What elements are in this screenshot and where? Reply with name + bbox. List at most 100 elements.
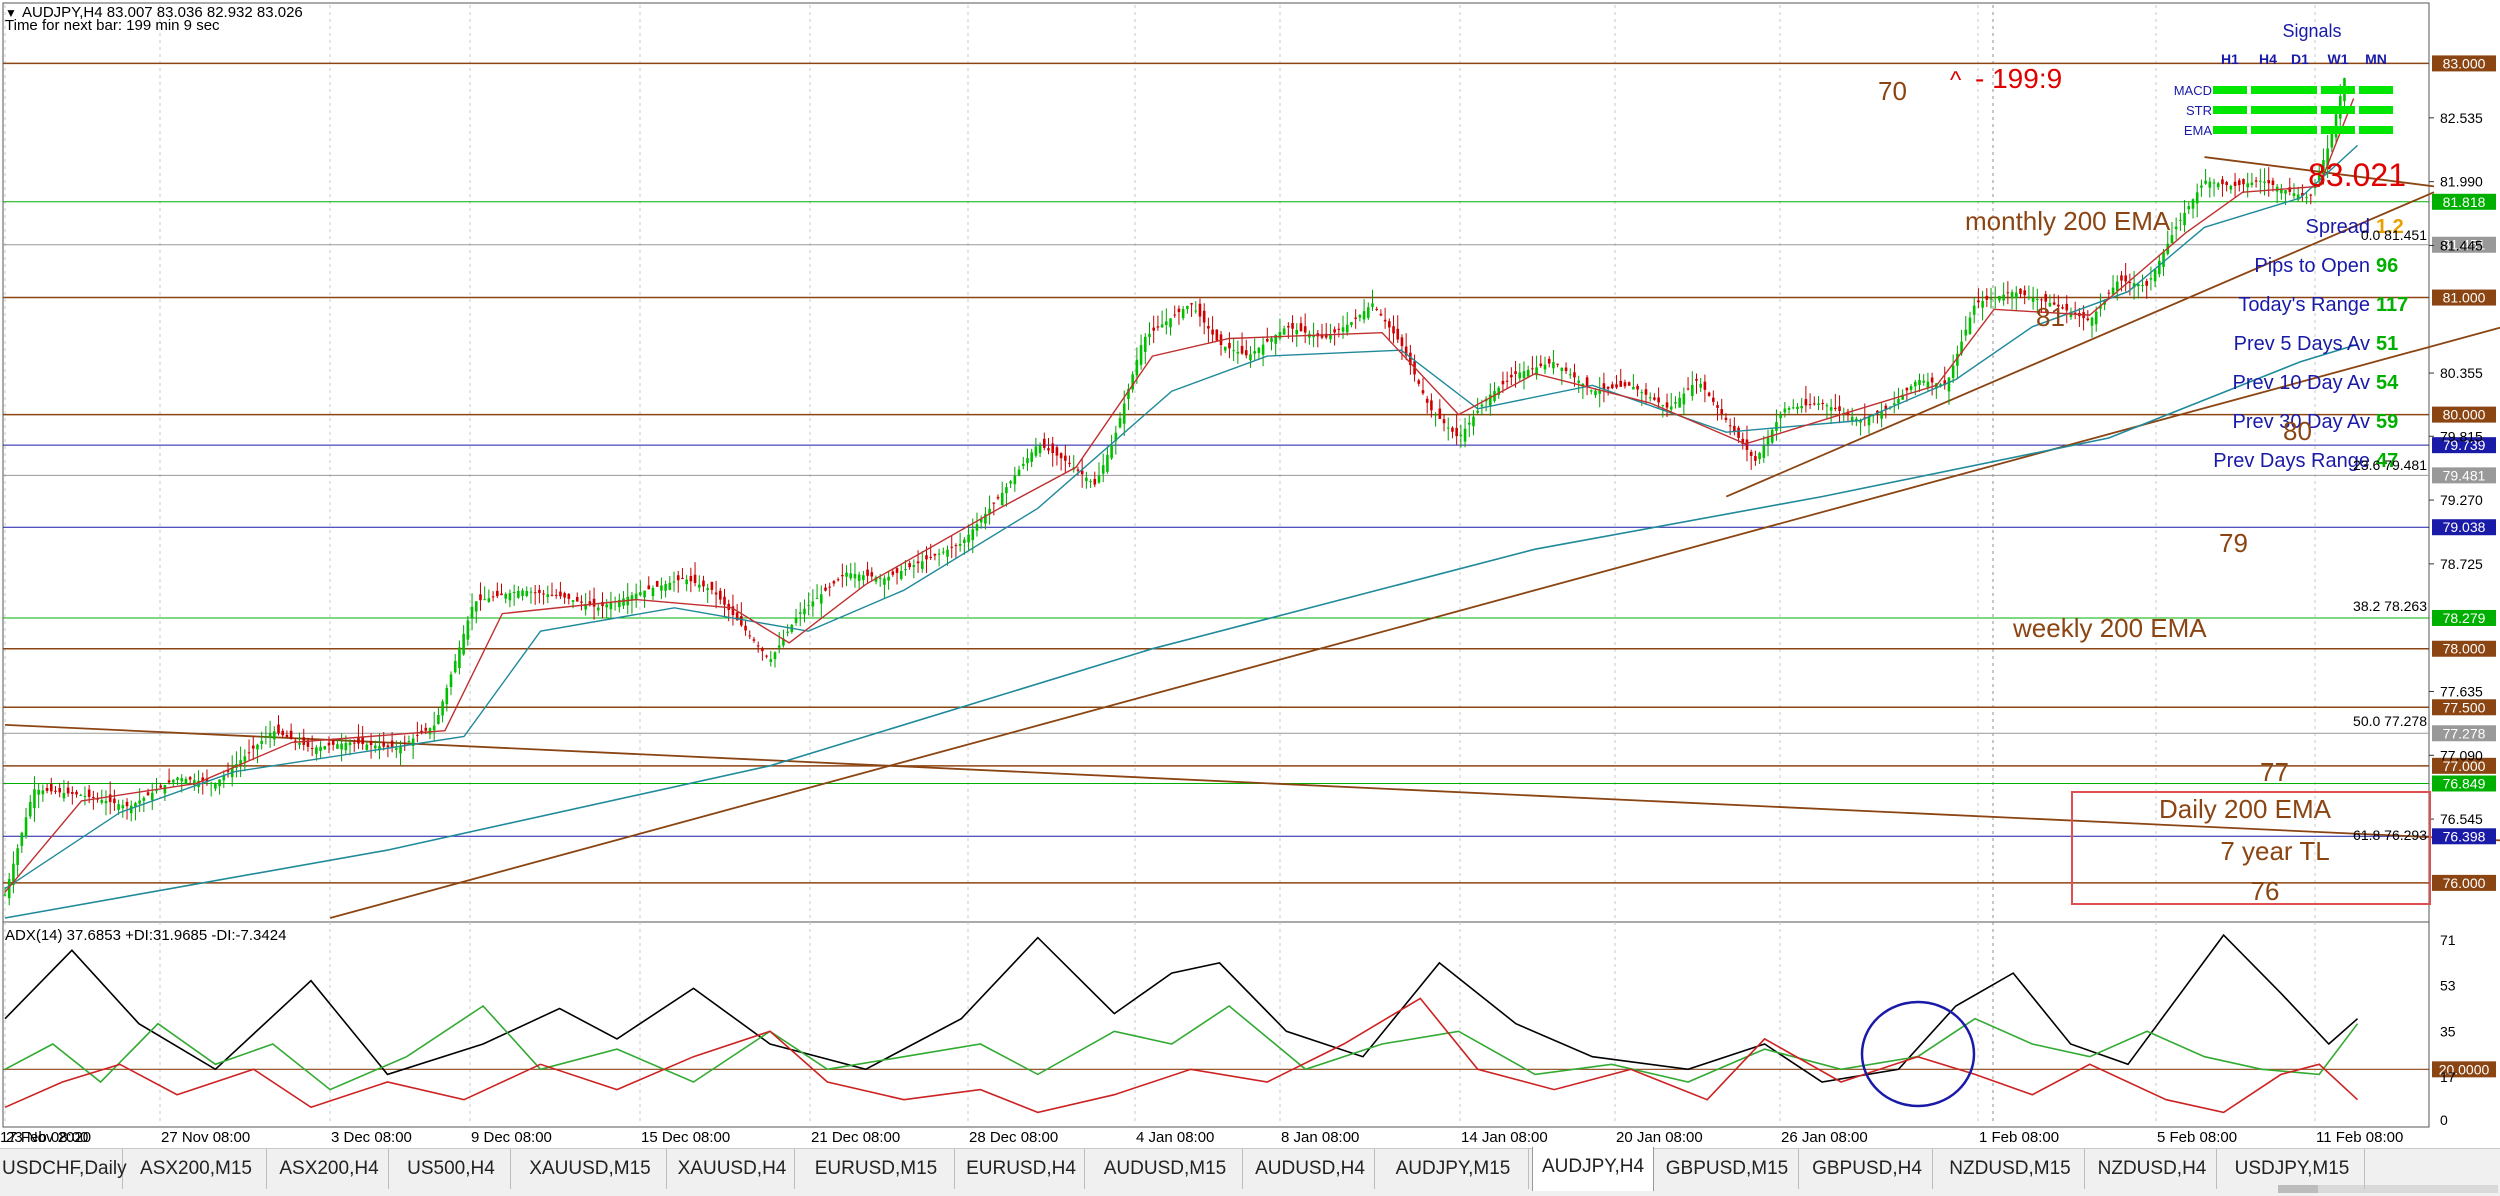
- candle-body: [1695, 378, 1698, 381]
- trendline[interactable]: [4, 723, 2500, 860]
- signal-column-label: D1: [2291, 51, 2309, 67]
- candle-body: [1143, 336, 1147, 352]
- tab-eurusd-m15[interactable]: EURUSD,M15: [798, 1149, 955, 1189]
- symbol-info: AUDJPY,H4 83.007 83.036 82.932 83.026: [22, 4, 303, 21]
- candle-body: [1930, 377, 1934, 383]
- tab-scrollbar[interactable]: [2278, 1185, 2498, 1193]
- candle-body: [2301, 192, 2304, 196]
- tab-nzdusd-m15[interactable]: NZDUSD,M15: [1936, 1149, 2085, 1189]
- signal-bar: [2283, 106, 2317, 114]
- candle-body: [2061, 307, 2064, 309]
- candle-body: [1745, 439, 1749, 450]
- candle-body: [1796, 406, 1799, 410]
- candle-body: [668, 582, 672, 590]
- info-row-value: 54: [2376, 372, 2399, 394]
- time-tick-label: 28 Dec 08:00: [969, 1129, 1058, 1146]
- signal-row-label: MACD: [2174, 83, 2212, 98]
- candle-body: [432, 725, 436, 731]
- candle-body: [49, 784, 53, 792]
- candle-body: [1030, 452, 1033, 462]
- candle-body: [16, 848, 19, 865]
- candle-body: [2115, 281, 2119, 291]
- candle-body: [517, 590, 520, 598]
- candle-body: [104, 801, 108, 804]
- candle-body: [1775, 422, 1778, 431]
- adx-level-tag-label: 20.0000: [2439, 1061, 2490, 1077]
- tab-scrollbar-thumb[interactable]: [2278, 1185, 2318, 1193]
- candle-body: [403, 742, 407, 744]
- candle-body: [441, 701, 444, 716]
- candle-body: [512, 591, 516, 593]
- candle-body: [824, 587, 827, 591]
- candle-body: [2313, 183, 2317, 189]
- candle-body: [1989, 298, 1993, 300]
- tab-asx200-h4[interactable]: ASX200,H4: [270, 1149, 389, 1189]
- trendline[interactable]: [329, 216, 2500, 919]
- candle-body: [1501, 380, 1505, 385]
- signal-bar: [2359, 126, 2393, 134]
- info-row-label: Prev 30 Day Av: [2233, 411, 2370, 433]
- candle-body: [1526, 369, 1530, 377]
- tab-asx200-m15[interactable]: ASX200,M15: [126, 1149, 267, 1189]
- tab-audusd-m15[interactable]: AUDUSD,M15: [1088, 1149, 1243, 1189]
- signal-column-label: H1: [2221, 51, 2239, 67]
- candle-body: [407, 740, 411, 743]
- trendline[interactable]: [1725, 191, 2435, 498]
- candle-body: [1038, 445, 1042, 454]
- candle-body: [1901, 394, 1904, 400]
- candle-body: [575, 597, 579, 602]
- tab-gbpusd-h4[interactable]: GBPUSD,H4: [1802, 1149, 1933, 1189]
- adx-tick-label: 17: [2440, 1069, 2456, 1085]
- candle-body: [508, 593, 512, 601]
- candle-body: [2187, 206, 2191, 210]
- candle-body: [609, 602, 613, 610]
- adx-level-tag: [2432, 1061, 2496, 1078]
- candle-body: [1568, 374, 1572, 376]
- price-axis: 83.000 81.818 81.451 81.000 80.000 79.739 79.4…: [2429, 55, 2496, 1128]
- collapse-arrow-icon[interactable]: ▼: [5, 6, 17, 20]
- current-price: 83.021: [2308, 157, 2406, 193]
- candle-body: [1446, 427, 1450, 429]
- signal-bar: [2251, 106, 2285, 114]
- tab-audusd-h4[interactable]: AUDUSD,H4: [1246, 1149, 1375, 1189]
- tab-nzdusd-h4[interactable]: NZDUSD,H4: [2088, 1149, 2217, 1189]
- candle-body: [264, 737, 268, 739]
- candle-body: [319, 746, 322, 751]
- candle-body: [1728, 425, 1732, 427]
- candle-body: [1253, 351, 1256, 354]
- candle-body: [723, 596, 726, 605]
- candle-body: [1059, 453, 1063, 459]
- tab-xauusd-h4[interactable]: XAUUSD,H4: [670, 1149, 795, 1189]
- candle-body: [2120, 275, 2123, 281]
- tab-usdjpy-m15[interactable]: USDJPY,M15: [2220, 1149, 2365, 1189]
- tab-audjpy-h4[interactable]: AUDJPY,H4: [1532, 1147, 1654, 1191]
- tab-audjpy-m15[interactable]: AUDJPY,M15: [1378, 1149, 1529, 1189]
- candle-body: [2267, 180, 2271, 184]
- info-row-value: 117: [2376, 294, 2408, 316]
- candle-body: [2322, 160, 2325, 175]
- candle-body: [836, 579, 840, 581]
- tab-gbpusd-m15[interactable]: GBPUSD,M15: [1656, 1149, 1799, 1189]
- tab-eurusd-h4[interactable]: EURUSD,H4: [958, 1149, 1085, 1189]
- candle-body: [2309, 194, 2313, 196]
- candle-body: [54, 790, 57, 792]
- tab-xauusd-m15[interactable]: XAUUSD,M15: [514, 1149, 667, 1189]
- signal-bar: [2283, 126, 2317, 134]
- candle-body: [1017, 469, 1021, 476]
- candle-body: [794, 617, 798, 623]
- candle-body: [2271, 180, 2275, 186]
- tab-usdchf-daily[interactable]: USDCHF,Daily: [2, 1149, 127, 1189]
- adx-series-di: [4, 1004, 2359, 1091]
- candle-body: [853, 573, 857, 579]
- candle-body: [458, 647, 461, 668]
- candle-body: [1749, 451, 1753, 456]
- candle-body: [845, 572, 848, 577]
- price-tick-label: 81.990: [2440, 174, 2483, 190]
- tab-us500-h4[interactable]: US500,H4: [392, 1149, 511, 1189]
- candle-body: [554, 594, 558, 596]
- candle-body: [1909, 386, 1913, 390]
- candle-body: [1564, 367, 1568, 372]
- candle-body: [449, 674, 453, 687]
- signal-row-label: STR: [2186, 103, 2212, 118]
